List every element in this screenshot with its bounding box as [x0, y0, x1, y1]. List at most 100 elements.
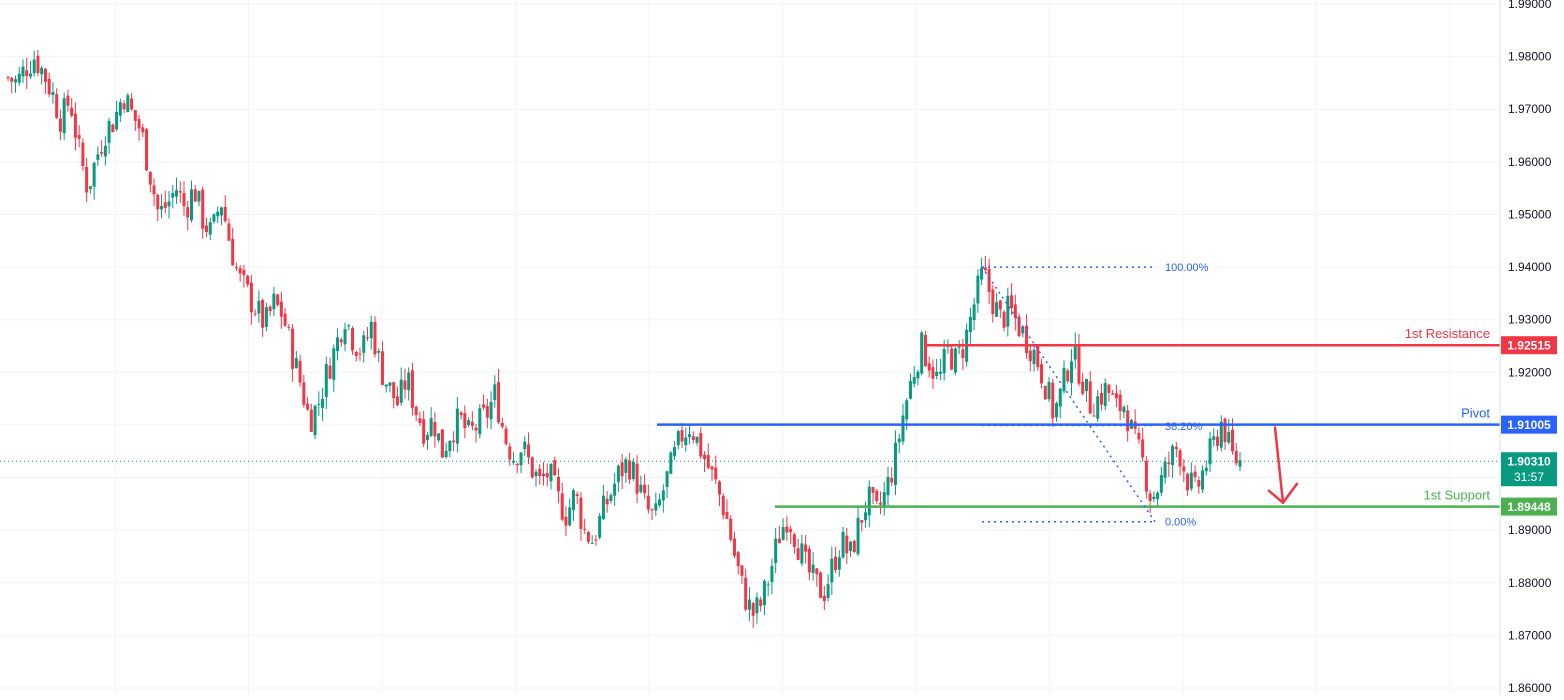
candle-body	[598, 515, 602, 538]
candle-body	[324, 364, 328, 397]
candle-body	[167, 201, 171, 207]
candle-body	[118, 102, 122, 116]
candle-body	[276, 294, 280, 305]
candle-body	[339, 339, 343, 343]
candle-body	[1163, 461, 1167, 478]
candle-body	[268, 306, 272, 312]
candle-body	[392, 382, 396, 399]
candle-body	[935, 371, 939, 377]
candle-body	[987, 268, 991, 292]
candle-body	[204, 225, 208, 233]
candle-body	[122, 103, 126, 110]
candle-body	[815, 568, 819, 575]
candle-body	[1231, 429, 1235, 452]
candle-body	[785, 526, 789, 533]
candle-body	[358, 353, 362, 355]
candle-body	[17, 73, 21, 83]
candle-body	[669, 452, 673, 474]
candle-body	[429, 418, 433, 436]
candle-body	[583, 528, 587, 530]
candle-body	[1201, 470, 1205, 490]
candle-body	[886, 477, 890, 496]
candle-body	[549, 464, 553, 482]
candle-body	[384, 384, 388, 387]
candle-body	[347, 325, 351, 327]
candle-body	[1144, 460, 1148, 492]
candle-body	[380, 351, 384, 385]
candle-body	[792, 534, 796, 547]
candle-body	[126, 95, 130, 113]
candle-body	[111, 124, 115, 133]
candle-body	[684, 437, 688, 446]
countdown-text: 31:57	[1514, 470, 1544, 484]
candle-body	[800, 543, 804, 564]
candle-body	[710, 466, 714, 470]
candle-body	[186, 207, 190, 218]
candle-body	[100, 151, 104, 154]
candle-body	[133, 110, 137, 121]
candle-body	[961, 349, 965, 358]
candle-body	[493, 384, 497, 400]
candle-body	[1238, 460, 1242, 467]
candle-body	[759, 599, 763, 606]
candle-body	[938, 371, 942, 374]
candles	[6, 49, 1242, 628]
candle-body	[890, 477, 894, 483]
candle-body	[1092, 415, 1096, 417]
candle-body	[6, 77, 10, 79]
candle-body	[740, 565, 744, 576]
candle-body	[777, 538, 781, 544]
candle-body	[882, 492, 886, 507]
candle-body	[85, 167, 89, 193]
candle-body	[1006, 295, 1010, 327]
candle-body	[860, 520, 864, 523]
candle-body	[781, 527, 785, 540]
support-price-tag	[1501, 497, 1557, 516]
candle-body	[826, 584, 830, 598]
candle-body	[508, 446, 512, 460]
candle-body	[1122, 406, 1126, 413]
candle-body	[1013, 304, 1017, 318]
candle-body	[1040, 364, 1044, 384]
candle-body	[744, 577, 748, 610]
candle-body	[571, 490, 575, 511]
candle-body	[556, 476, 560, 492]
candle-body	[407, 372, 411, 391]
candle-body	[1066, 370, 1070, 382]
candle-body	[96, 154, 100, 160]
candle-body	[796, 548, 800, 560]
candle-body	[242, 269, 246, 276]
candle-body	[395, 396, 399, 406]
candle-body	[661, 490, 665, 501]
candle-body	[609, 495, 613, 502]
candle-body	[605, 498, 609, 505]
candle-body	[422, 419, 426, 444]
candle-body	[901, 415, 905, 442]
candle-body	[36, 55, 40, 74]
candle-body	[302, 382, 306, 405]
candle-body	[66, 95, 70, 106]
candle-body	[403, 380, 407, 390]
candle-body	[650, 509, 654, 511]
candle-body	[231, 238, 235, 266]
candle-body	[1107, 384, 1111, 393]
candle-body	[1062, 368, 1066, 392]
candle-body	[1234, 450, 1238, 464]
candle-body	[879, 502, 883, 505]
candle-body	[1204, 467, 1208, 472]
candle-body	[433, 422, 437, 437]
candle-body	[523, 441, 527, 450]
candle-body	[807, 548, 811, 573]
candle-body	[1171, 445, 1175, 465]
candle-body	[58, 118, 62, 132]
candle-body	[500, 422, 504, 427]
candle-body	[586, 532, 590, 542]
candle-body	[1111, 393, 1115, 395]
candle-body	[545, 473, 549, 478]
candle-body	[530, 457, 534, 478]
candle-body	[953, 348, 957, 373]
candle-body	[223, 207, 227, 222]
candle-body	[1047, 381, 1051, 400]
